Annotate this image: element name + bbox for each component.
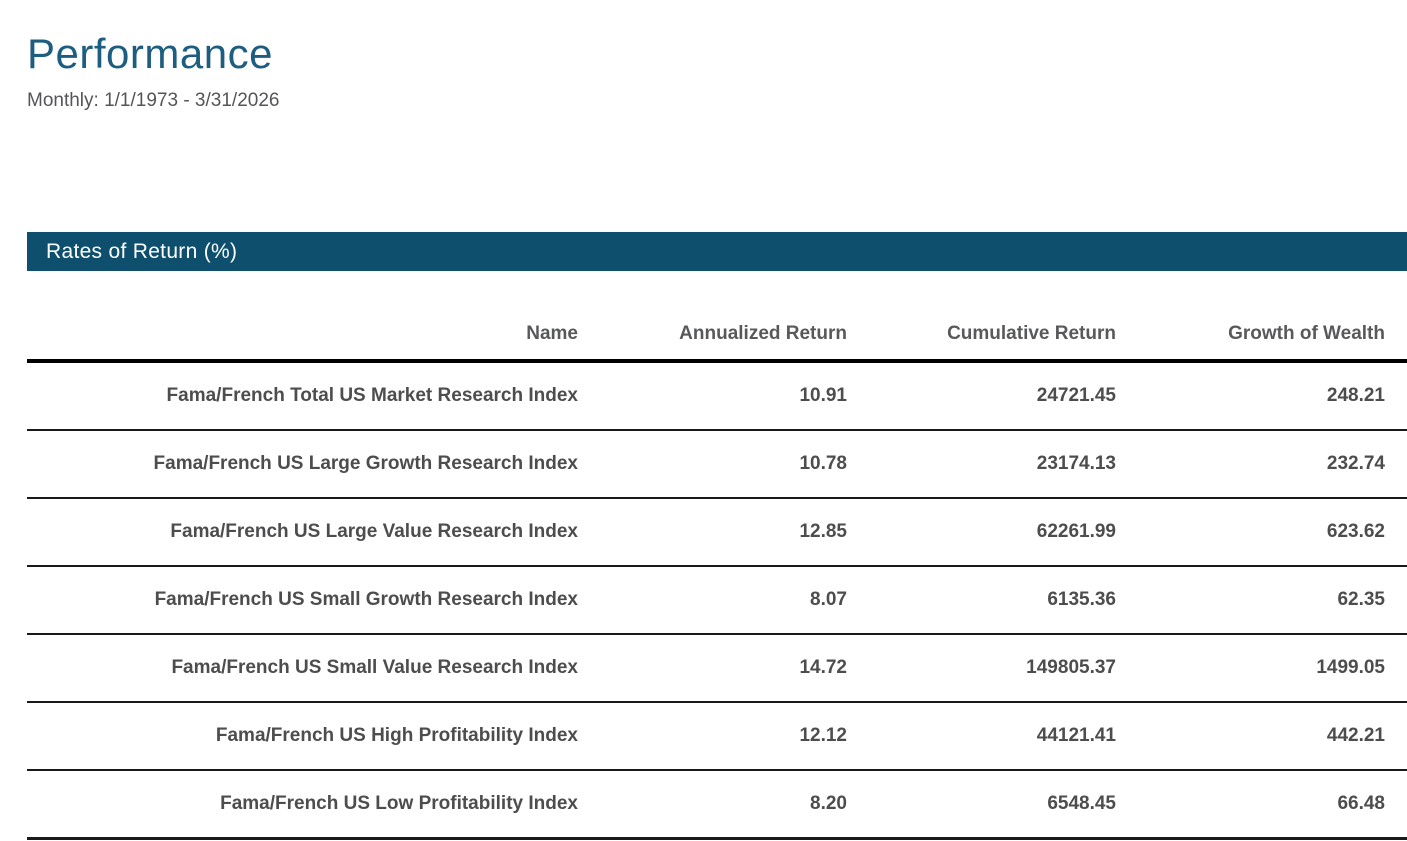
column-header-growth-of-wealth: Growth of Wealth	[1116, 271, 1407, 364]
cell-annualized-return: 8.07	[578, 566, 847, 636]
page-subtitle: Monthly: 1/1/1973 - 3/31/2026	[27, 90, 280, 112]
cell-cumulative-return: 44121.41	[847, 702, 1116, 772]
cell-cumulative-return: 62261.99	[847, 498, 1116, 568]
page-title: Performance	[27, 30, 273, 77]
cell-index-name: Fama/French US Small Value Research Inde…	[27, 634, 578, 704]
cell-index-name: Fama/French US Large Growth Research Ind…	[27, 430, 578, 500]
section-header-bar: Rates of Return (%)	[27, 232, 1407, 272]
section-header-label: Rates of Return (%)	[46, 239, 238, 263]
page-content: Performance Monthly: 1/1/1973 - 3/31/202…	[27, 0, 1407, 841]
cell-index-name: Fama/French US High Profitability Index	[27, 702, 578, 772]
cell-annualized-return: 8.20	[578, 770, 847, 841]
table-row: Fama/French US High Profitability Index …	[27, 702, 1407, 772]
column-header-name: Name	[27, 271, 578, 364]
column-header-cumulative-return: Cumulative Return	[847, 271, 1116, 364]
cell-index-name: Fama/French US Large Value Research Inde…	[27, 498, 578, 568]
table-row: Fama/French US Low Profitability Index 8…	[27, 770, 1407, 841]
table-row: Fama/French Total US Market Research Ind…	[27, 361, 1407, 432]
column-header-annualized-return: Annualized Return	[578, 271, 847, 364]
cell-cumulative-return: 149805.37	[847, 634, 1116, 704]
table-row: Fama/French US Small Growth Research Ind…	[27, 566, 1407, 636]
cell-cumulative-return: 6135.36	[847, 566, 1116, 636]
table-header-row: Name Annualized Return Cumulative Return…	[27, 271, 1407, 364]
cell-growth-of-wealth: 62.35	[1116, 566, 1407, 636]
table-row: Fama/French US Large Value Research Inde…	[27, 498, 1407, 568]
cell-annualized-return: 14.72	[578, 634, 847, 704]
cell-annualized-return: 10.91	[578, 361, 847, 432]
cell-growth-of-wealth: 232.74	[1116, 430, 1407, 500]
cell-cumulative-return: 6548.45	[847, 770, 1116, 841]
cell-annualized-return: 12.12	[578, 702, 847, 772]
cell-index-name: Fama/French US Low Profitability Index	[27, 770, 578, 841]
cell-annualized-return: 12.85	[578, 498, 847, 568]
table-row: Fama/French US Small Value Research Inde…	[27, 634, 1407, 704]
cell-growth-of-wealth: 1499.05	[1116, 634, 1407, 704]
cell-growth-of-wealth: 248.21	[1116, 361, 1407, 432]
cell-growth-of-wealth: 623.62	[1116, 498, 1407, 568]
cell-growth-of-wealth: 442.21	[1116, 702, 1407, 772]
cell-growth-of-wealth: 66.48	[1116, 770, 1407, 841]
cell-cumulative-return: 24721.45	[847, 361, 1116, 432]
cell-cumulative-return: 23174.13	[847, 430, 1116, 500]
cell-annualized-return: 10.78	[578, 430, 847, 500]
cell-index-name: Fama/French Total US Market Research Ind…	[27, 361, 578, 432]
rates-of-return-table: Name Annualized Return Cumulative Return…	[27, 271, 1407, 841]
cell-index-name: Fama/French US Small Growth Research Ind…	[27, 566, 578, 636]
table-row: Fama/French US Large Growth Research Ind…	[27, 430, 1407, 500]
